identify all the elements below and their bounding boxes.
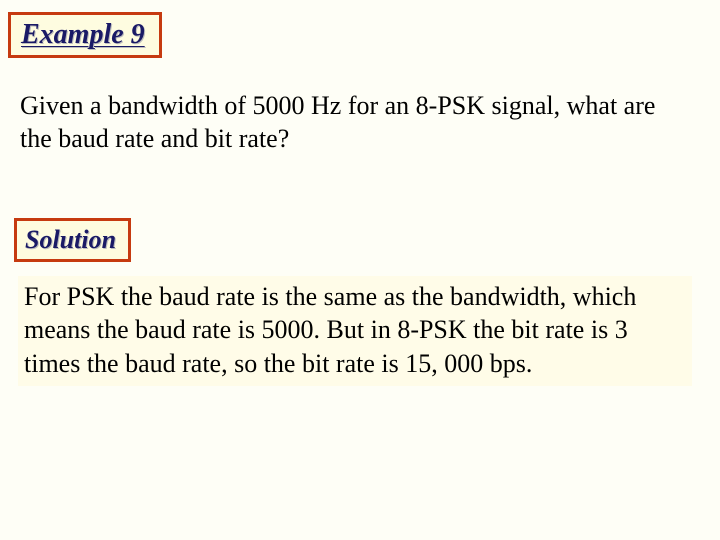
example-heading-box: Example 9 [8,12,162,58]
answer-text: For PSK the baud rate is the same as the… [24,280,686,380]
example-heading: Example 9 [21,19,145,50]
solution-heading-box: Solution [14,218,131,262]
solution-heading: Solution [25,225,116,254]
question-text: Given a bandwidth of 5000 Hz for an 8-PS… [20,90,690,155]
slide: Example 9 Given a bandwidth of 5000 Hz f… [0,0,720,540]
answer-box: For PSK the baud rate is the same as the… [18,276,692,386]
